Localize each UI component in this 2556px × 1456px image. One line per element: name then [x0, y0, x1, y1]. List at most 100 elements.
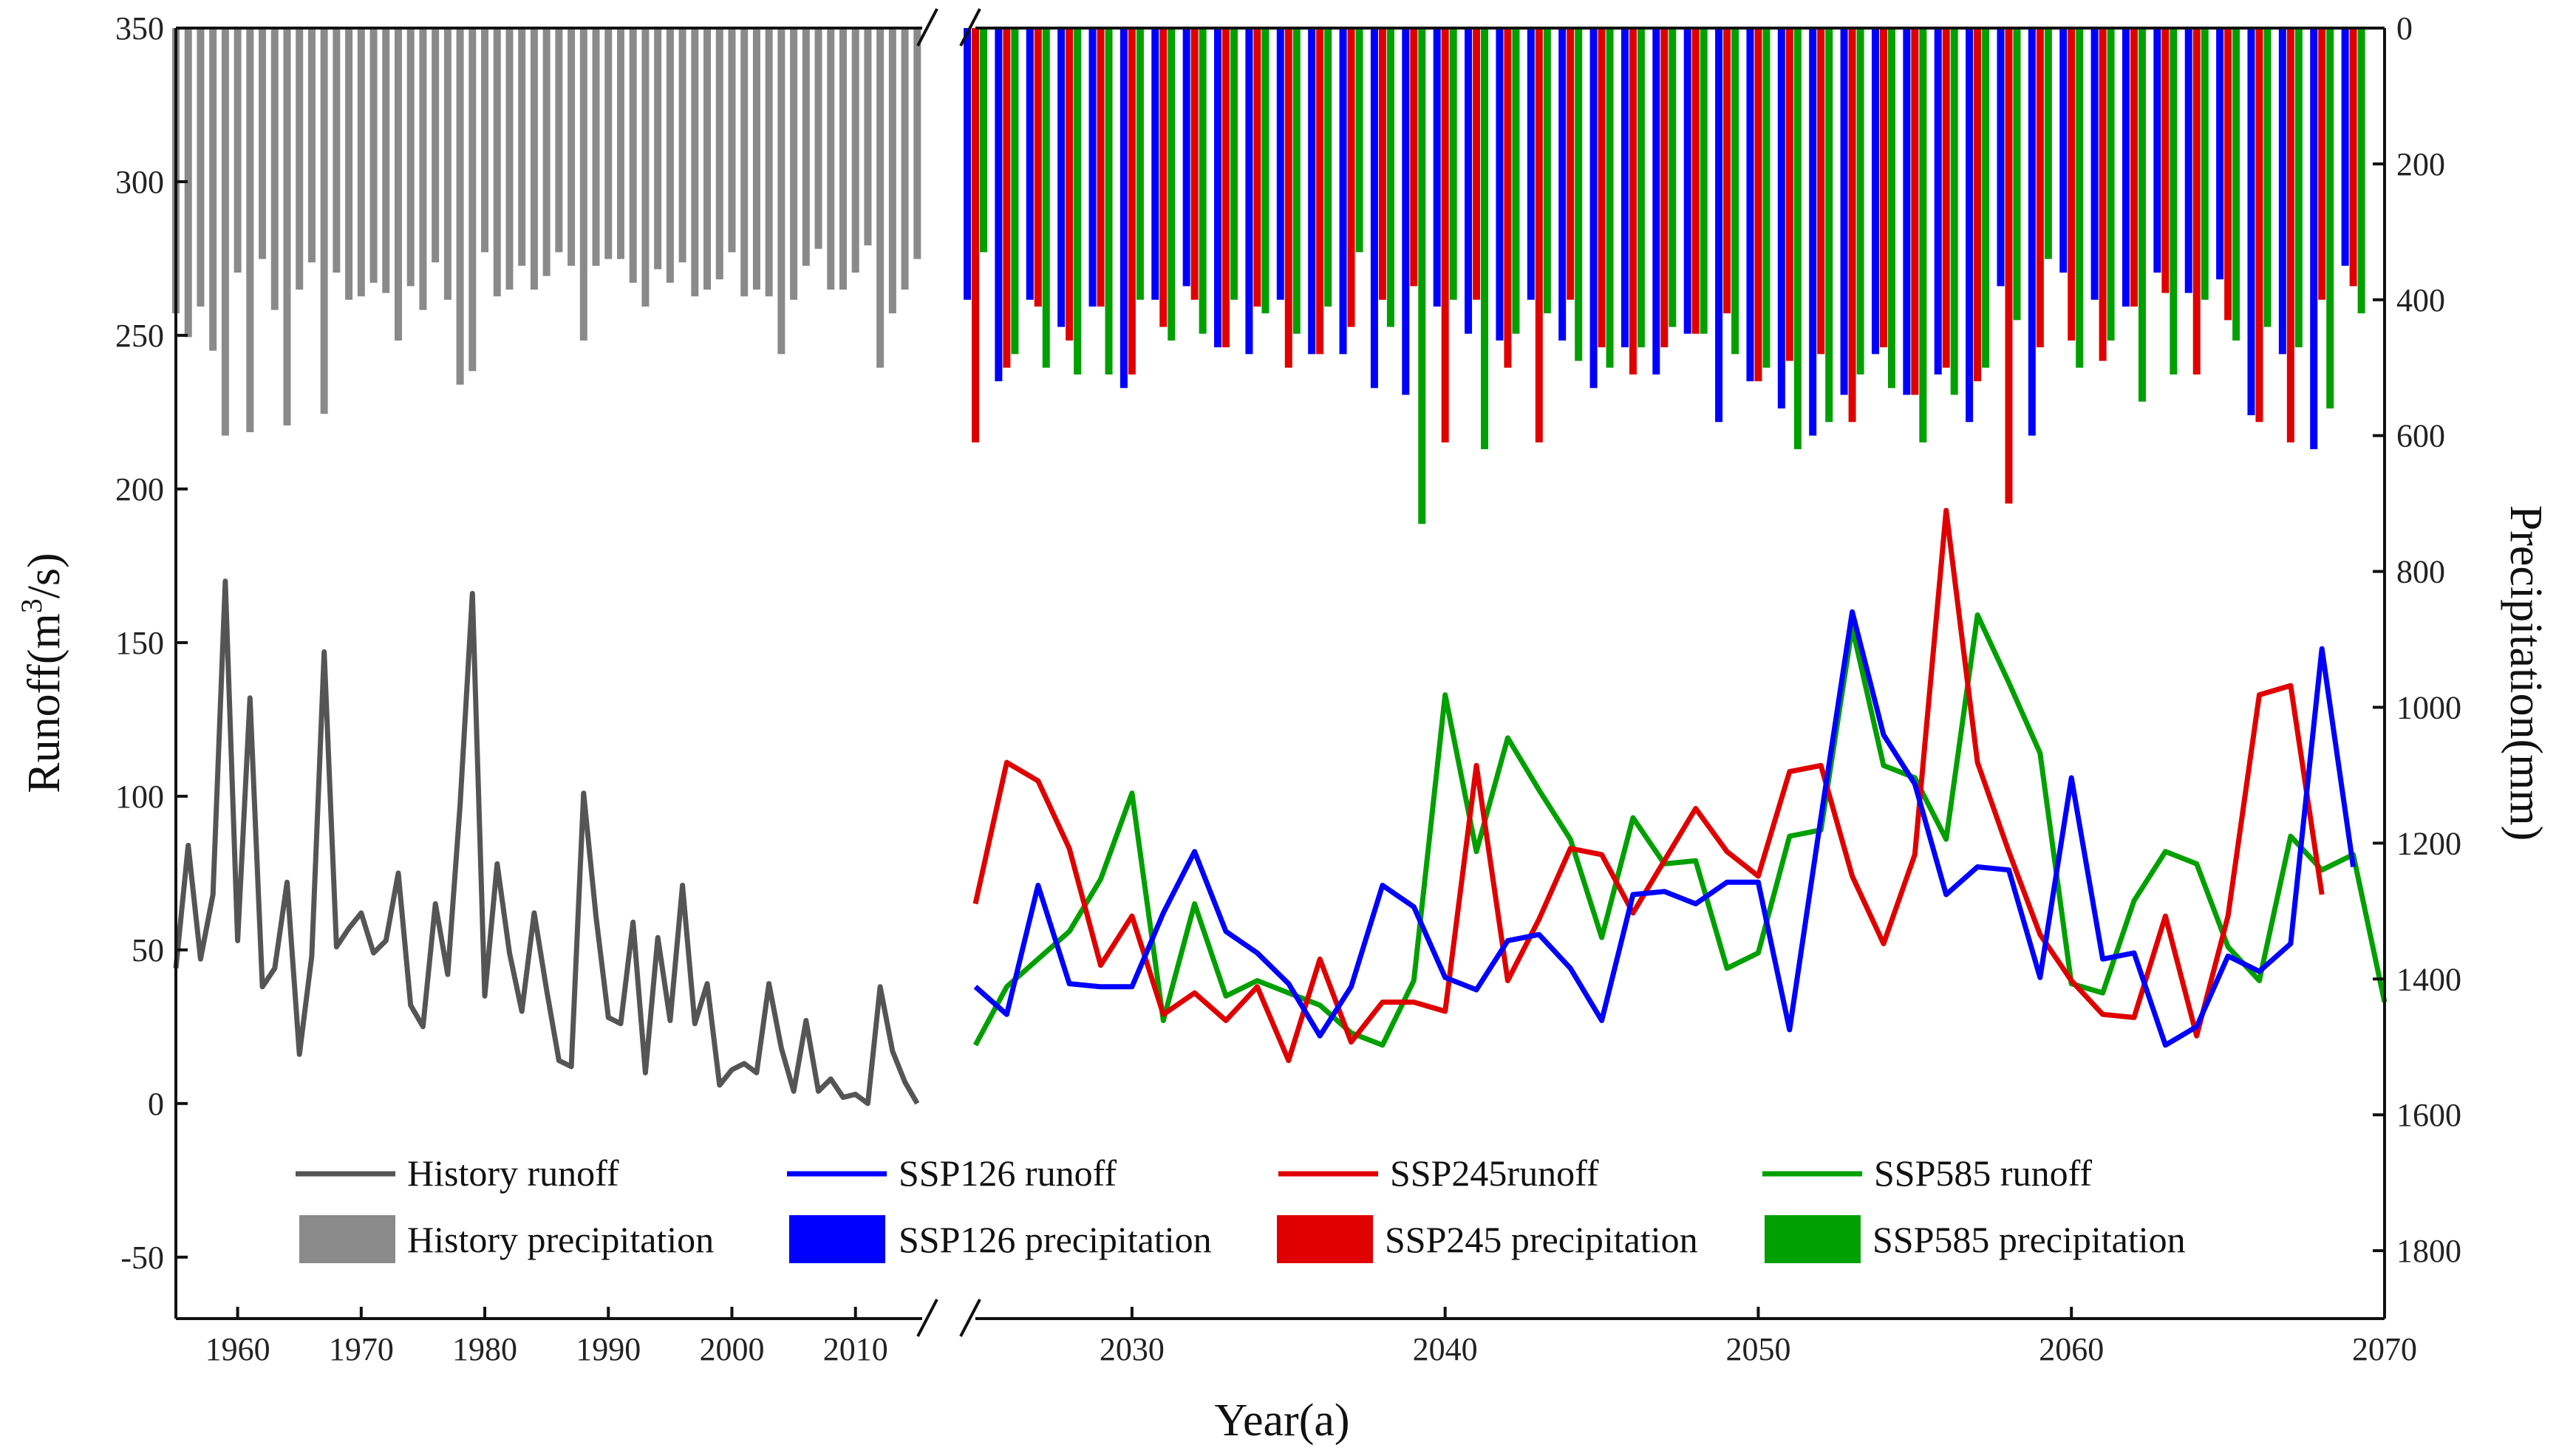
ssp245-precipitation-bar: [1284, 28, 1292, 368]
ssp126-precipitation-bar: [1777, 28, 1785, 409]
ssp585-precipitation-bar: [1793, 28, 1802, 450]
history-precipitation-bar: [530, 28, 538, 290]
ssp245-precipitation-bar: [2068, 28, 2076, 341]
ssp585-precipitation-bar: [2044, 28, 2052, 259]
legend-ssp245-runoff-label: SSP245runoff: [1390, 1152, 1599, 1194]
ssp585-precipitation-bar: [2263, 28, 2272, 327]
left-tick-label: 100: [115, 779, 164, 815]
history-precipitation-bar: [888, 28, 896, 314]
ssp126-precipitation-bar: [1871, 28, 1879, 355]
ssp126-precipitation-bar: [1057, 28, 1066, 327]
history-precipitation-bar: [728, 28, 736, 253]
ssp585-precipitation-bar: [1418, 28, 1426, 524]
ssp585-precipitation-bar: [2294, 28, 2303, 348]
ssp126-precipitation-bar: [2310, 28, 2318, 450]
ssp245-precipitation-bar: [1159, 28, 1168, 327]
ssp245-precipitation-bar: [1128, 28, 1136, 375]
x-tick-label: 2010: [823, 1331, 888, 1367]
history-precipitation-bar: [752, 28, 760, 290]
left-tick-label: -50: [120, 1240, 164, 1276]
legend-history-precipitation-swatch: [299, 1215, 395, 1263]
right-tick-label: 1000: [2396, 689, 2461, 725]
ssp585-precipitation-bar: [2107, 28, 2115, 341]
ssp126-precipitation-bar: [1151, 28, 1159, 300]
ssp126-precipitation-bar: [1026, 28, 1034, 300]
left-tick-label: 250: [115, 318, 164, 354]
history-precipitation-bar: [592, 28, 600, 266]
ssp585-precipitation-bar: [2357, 28, 2365, 314]
history-precipitation-bar: [320, 28, 328, 414]
ssp126-precipitation-bar: [2059, 28, 2068, 273]
right-tick-label: 1800: [2396, 1233, 2461, 1269]
ssp126-precipitation-bar: [1809, 28, 1817, 436]
history-precipitation-bar: [691, 28, 699, 297]
ssp585-precipitation-bar: [1669, 28, 1677, 327]
ssp245-precipitation-bar: [1660, 28, 1669, 348]
ssp126-precipitation-bar: [2278, 28, 2286, 355]
ssp585-precipitation-bar: [1606, 28, 1614, 368]
ssp126-precipitation-bar: [1934, 28, 1942, 375]
left-axis-title-group: Runoff(m3/s): [15, 553, 69, 793]
left-axis-title-base: Runoff(m: [19, 613, 69, 793]
history-precipitation-bar: [555, 28, 563, 253]
left-tick-label: 150: [115, 625, 164, 661]
ssp126-precipitation-bar: [1746, 28, 1754, 382]
ssp126-precipitation-bar: [1715, 28, 1723, 423]
x-tick-label: 2060: [2039, 1331, 2104, 1367]
legend-history-runoff-label: History runoff: [407, 1152, 619, 1194]
ssp126-precipitation-bar: [1119, 28, 1128, 389]
history-precipitation-bar: [357, 28, 365, 297]
ssp585-precipitation-bar: [1136, 28, 1144, 300]
ssp245-precipitation-bar: [1034, 28, 1042, 307]
history-precipitation-bar: [419, 28, 427, 310]
ssp245-precipitation-bar: [1723, 28, 1731, 314]
ssp585-precipitation-bar: [1481, 28, 1489, 450]
ssp585-precipitation-bar: [1386, 28, 1394, 327]
history-precipitation-bar: [876, 28, 885, 368]
x-tick-label: 2050: [1725, 1331, 1790, 1367]
ssp126-precipitation-bar: [1370, 28, 1378, 389]
ssp585-precipitation-bar: [1982, 28, 1990, 368]
ssp245-precipitation-bar: [972, 28, 979, 442]
ssp245-precipitation-bar: [1598, 28, 1606, 348]
ssp126-precipitation-bar: [1527, 28, 1535, 300]
ssp585-precipitation-bar: [1355, 28, 1363, 253]
history-precipitation-bar: [197, 28, 205, 307]
history-precipitation-bar: [802, 28, 810, 266]
ssp245-precipitation-bar: [1066, 28, 1074, 341]
history-precipitation-bar: [913, 28, 921, 259]
ssp245-precipitation-bar: [2130, 28, 2138, 307]
ssp245-precipitation-bar: [1754, 28, 1762, 382]
ssp126-precipitation-bar: [1339, 28, 1347, 355]
ssp245-precipitation-bar: [1097, 28, 1105, 307]
history-precipitation-bar: [209, 28, 217, 351]
history-precipitation-bars: [172, 28, 921, 436]
history-precipitation-bar: [579, 28, 587, 341]
ssp126-precipitation-bar: [1966, 28, 1974, 423]
legend-ssp245-precipitation-swatch: [1277, 1215, 1373, 1263]
history-precipitation-bar: [715, 28, 723, 280]
history-precipitation-bar: [604, 28, 613, 259]
ssp245-precipitation-bar: [2286, 28, 2294, 442]
ssp585-precipitation-bar: [1543, 28, 1551, 314]
ssp585-precipitation-bar: [980, 28, 987, 253]
history-precipitation-bar: [394, 28, 402, 341]
ssp245-precipitation-bar: [1691, 28, 1700, 334]
ssp126-precipitation-bar: [1276, 28, 1284, 300]
runoff-lines: [173, 507, 2388, 1107]
ssp585-precipitation-bar: [1105, 28, 1113, 375]
x-tick-label: 1960: [205, 1331, 270, 1367]
right-tick-label: 1400: [2396, 961, 2461, 997]
ssp585-precipitation-bar: [1700, 28, 1708, 334]
ssp245-precipitation-bar: [2036, 28, 2044, 348]
axis-break-mark: [916, 8, 938, 47]
left-tick-label: 350: [115, 10, 164, 47]
ssp585-precipitation-bar: [2326, 28, 2334, 409]
history-precipitation-bar: [666, 28, 674, 283]
history-precipitation-bar: [740, 28, 749, 297]
ssp585-precipitation-bar: [1074, 28, 1082, 375]
ssp585-precipitation-bar: [2232, 28, 2240, 341]
history-precipitation-bar: [777, 28, 785, 355]
history-precipitation-bar: [839, 28, 847, 290]
axis-break-mark: [916, 1299, 938, 1337]
